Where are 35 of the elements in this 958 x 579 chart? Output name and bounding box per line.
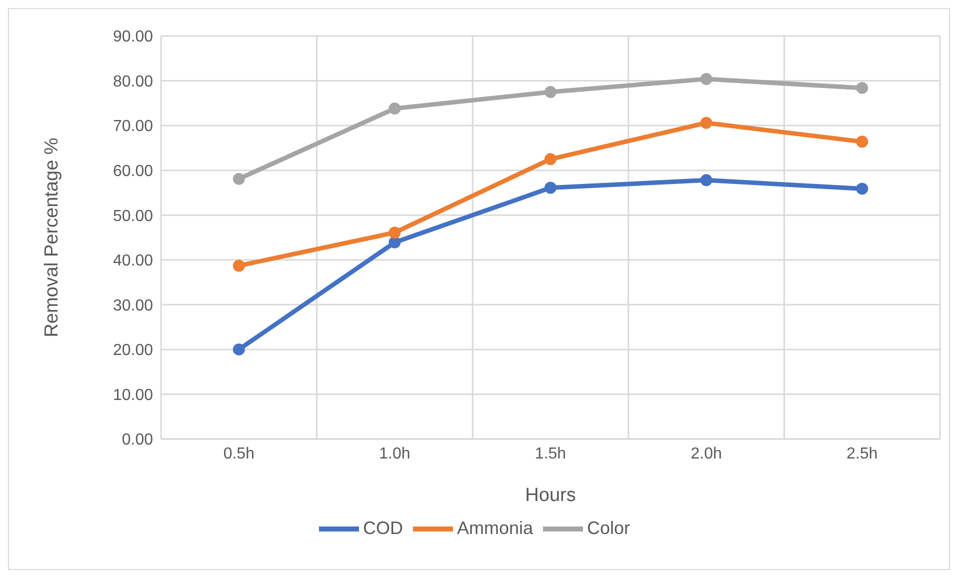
point: [544, 153, 556, 166]
y-tick-label: 80.00: [112, 73, 154, 90]
y-tick-label: 0.00: [122, 432, 154, 449]
x-axis-title: Hours: [525, 485, 576, 506]
point: [544, 182, 556, 194]
point: [388, 102, 401, 115]
y-tick-label: 40.00: [112, 252, 154, 270]
legend-label: Ammonia: [456, 518, 533, 538]
y-axis-title: Removal Percentage %: [42, 138, 63, 338]
point: [388, 226, 401, 239]
y-tick-label: 10.00: [112, 386, 154, 404]
point: [856, 82, 868, 94]
y-tick-label: 30.00: [112, 297, 154, 314]
x-tick-label: 2.5h: [846, 445, 878, 462]
legend-label: COD: [362, 518, 403, 538]
point: [856, 136, 868, 148]
point: [232, 260, 245, 272]
point: [544, 86, 556, 98]
x-tick-label: 2.0h: [690, 445, 722, 462]
point: [232, 343, 245, 356]
legend-label: Color: [587, 518, 630, 538]
x-tick-label: 1.5h: [534, 445, 566, 462]
point: [700, 116, 712, 129]
y-tick-label: 60.00: [112, 163, 154, 180]
point: [700, 174, 712, 186]
point: [388, 236, 401, 248]
point: [232, 172, 245, 185]
point: [856, 182, 868, 195]
y-tick-label: 90.00: [112, 28, 154, 46]
y-tick-label: 50.00: [112, 208, 154, 225]
x-tick-label: 0.5h: [223, 445, 254, 462]
x-tick-label: 1.0h: [379, 445, 410, 462]
y-tick-label: 20.00: [112, 342, 154, 360]
point: [700, 72, 712, 85]
y-tick-label: 70.00: [112, 118, 154, 136]
